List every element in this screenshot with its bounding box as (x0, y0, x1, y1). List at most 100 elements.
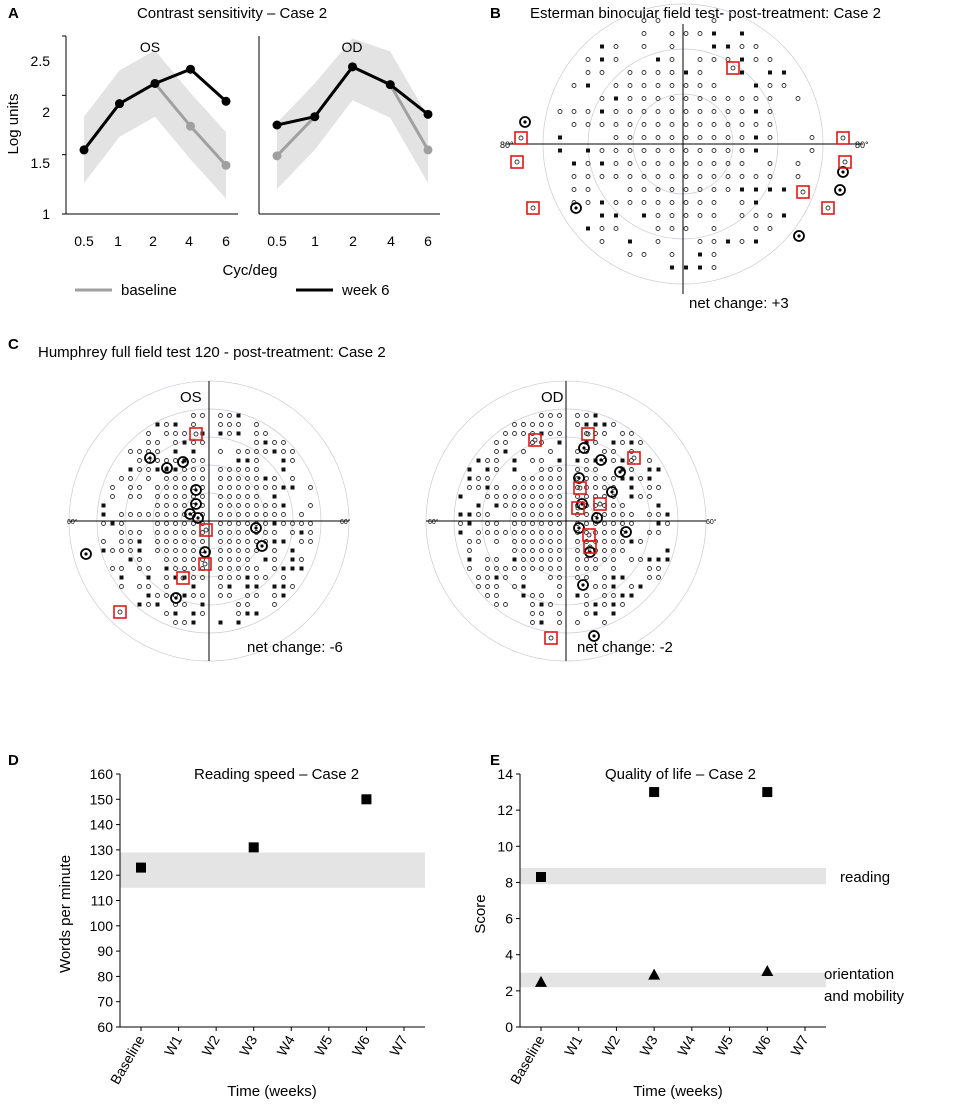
seen-point (629, 557, 634, 562)
data-point-square (762, 787, 773, 798)
seen-point (669, 148, 675, 153)
seen-point (218, 413, 223, 418)
seen-point (711, 109, 717, 114)
new-seen-point-center (624, 530, 628, 534)
changed-point-marker (199, 523, 213, 537)
x-tick-label: W2 (198, 1032, 222, 1058)
seen-point (641, 18, 647, 23)
seen-point (200, 440, 205, 445)
seen-point (669, 252, 675, 257)
changed-point (514, 159, 520, 165)
missed-point (629, 539, 634, 544)
missed-point (620, 467, 625, 472)
seen-point (182, 602, 187, 607)
seen-point (485, 521, 490, 526)
seen-point (191, 467, 196, 472)
seen-point (530, 521, 535, 526)
seen-point (173, 539, 178, 544)
seen-point (638, 476, 643, 481)
seen-point (584, 575, 589, 580)
missed-point (629, 476, 634, 481)
seen-point (272, 530, 277, 535)
seen-point (236, 503, 241, 508)
seen-point (164, 485, 169, 490)
seen-point (272, 593, 277, 598)
seen-point (711, 174, 717, 179)
seen-point (571, 83, 577, 88)
missed-point (602, 422, 607, 427)
seen-point (182, 557, 187, 562)
missed-point (281, 593, 286, 598)
seen-point (182, 548, 187, 553)
missed-point (754, 239, 758, 244)
seen-point (613, 200, 619, 205)
seen-point (638, 494, 643, 499)
seen-point (155, 494, 160, 499)
missed-point (782, 187, 786, 192)
seen-point (739, 239, 745, 244)
seen-point (512, 521, 517, 526)
changed-point-marker (514, 131, 528, 145)
seen-point (218, 476, 223, 481)
y-tick-label: 90 (97, 943, 113, 959)
seen-point (281, 440, 286, 445)
seen-point (512, 566, 517, 571)
seen-point (613, 161, 619, 166)
seen-point (173, 620, 178, 625)
missed-point (467, 557, 472, 562)
missed-point (281, 539, 286, 544)
seen-point (548, 566, 553, 571)
x-tick-label: W5 (712, 1032, 736, 1058)
seen-point (697, 122, 703, 127)
seen-point (521, 431, 526, 436)
seen-point (521, 557, 526, 562)
missed-point (754, 187, 758, 192)
seen-point (711, 148, 717, 153)
missed-point (611, 584, 616, 589)
panel-letter-d: D (8, 752, 19, 769)
seen-point (521, 530, 526, 535)
seen-point (539, 548, 544, 553)
seen-point (575, 557, 580, 562)
seen-point (227, 593, 232, 598)
seen-point (697, 187, 703, 192)
seen-point (173, 530, 178, 535)
seen-point (683, 148, 689, 153)
seen-point (593, 557, 598, 562)
seen-point (753, 213, 759, 218)
seen-point (739, 44, 745, 49)
seen-point (602, 530, 607, 535)
seen-point (137, 584, 142, 589)
seen-point (725, 135, 731, 140)
seen-point (191, 530, 196, 535)
baseline-point (186, 121, 195, 131)
seen-point (655, 200, 661, 205)
seen-point (254, 566, 259, 571)
seen-point (611, 512, 616, 517)
seen-point (611, 539, 616, 544)
new-seen-point-center (841, 170, 845, 174)
data-point-triangle (648, 968, 661, 980)
seen-point (593, 467, 598, 472)
missed-point (503, 449, 508, 454)
seen-point (494, 584, 499, 589)
missed-point (290, 566, 295, 571)
seen-point (627, 70, 633, 75)
seen-point (557, 557, 562, 562)
seen-point (137, 566, 142, 571)
missed-point (263, 557, 268, 562)
seen-point (683, 135, 689, 140)
seen-point (548, 557, 553, 562)
seen-point (602, 521, 607, 526)
seen-point (539, 512, 544, 517)
seen-point (503, 602, 508, 607)
seen-point (254, 512, 259, 517)
missed-point (494, 575, 499, 580)
seen-point (629, 458, 634, 463)
seen-point (200, 575, 205, 580)
seen-point (308, 485, 313, 490)
missed-point (600, 161, 604, 166)
seen-point (164, 512, 169, 517)
seen-point (711, 161, 717, 166)
missed-point (485, 485, 490, 490)
